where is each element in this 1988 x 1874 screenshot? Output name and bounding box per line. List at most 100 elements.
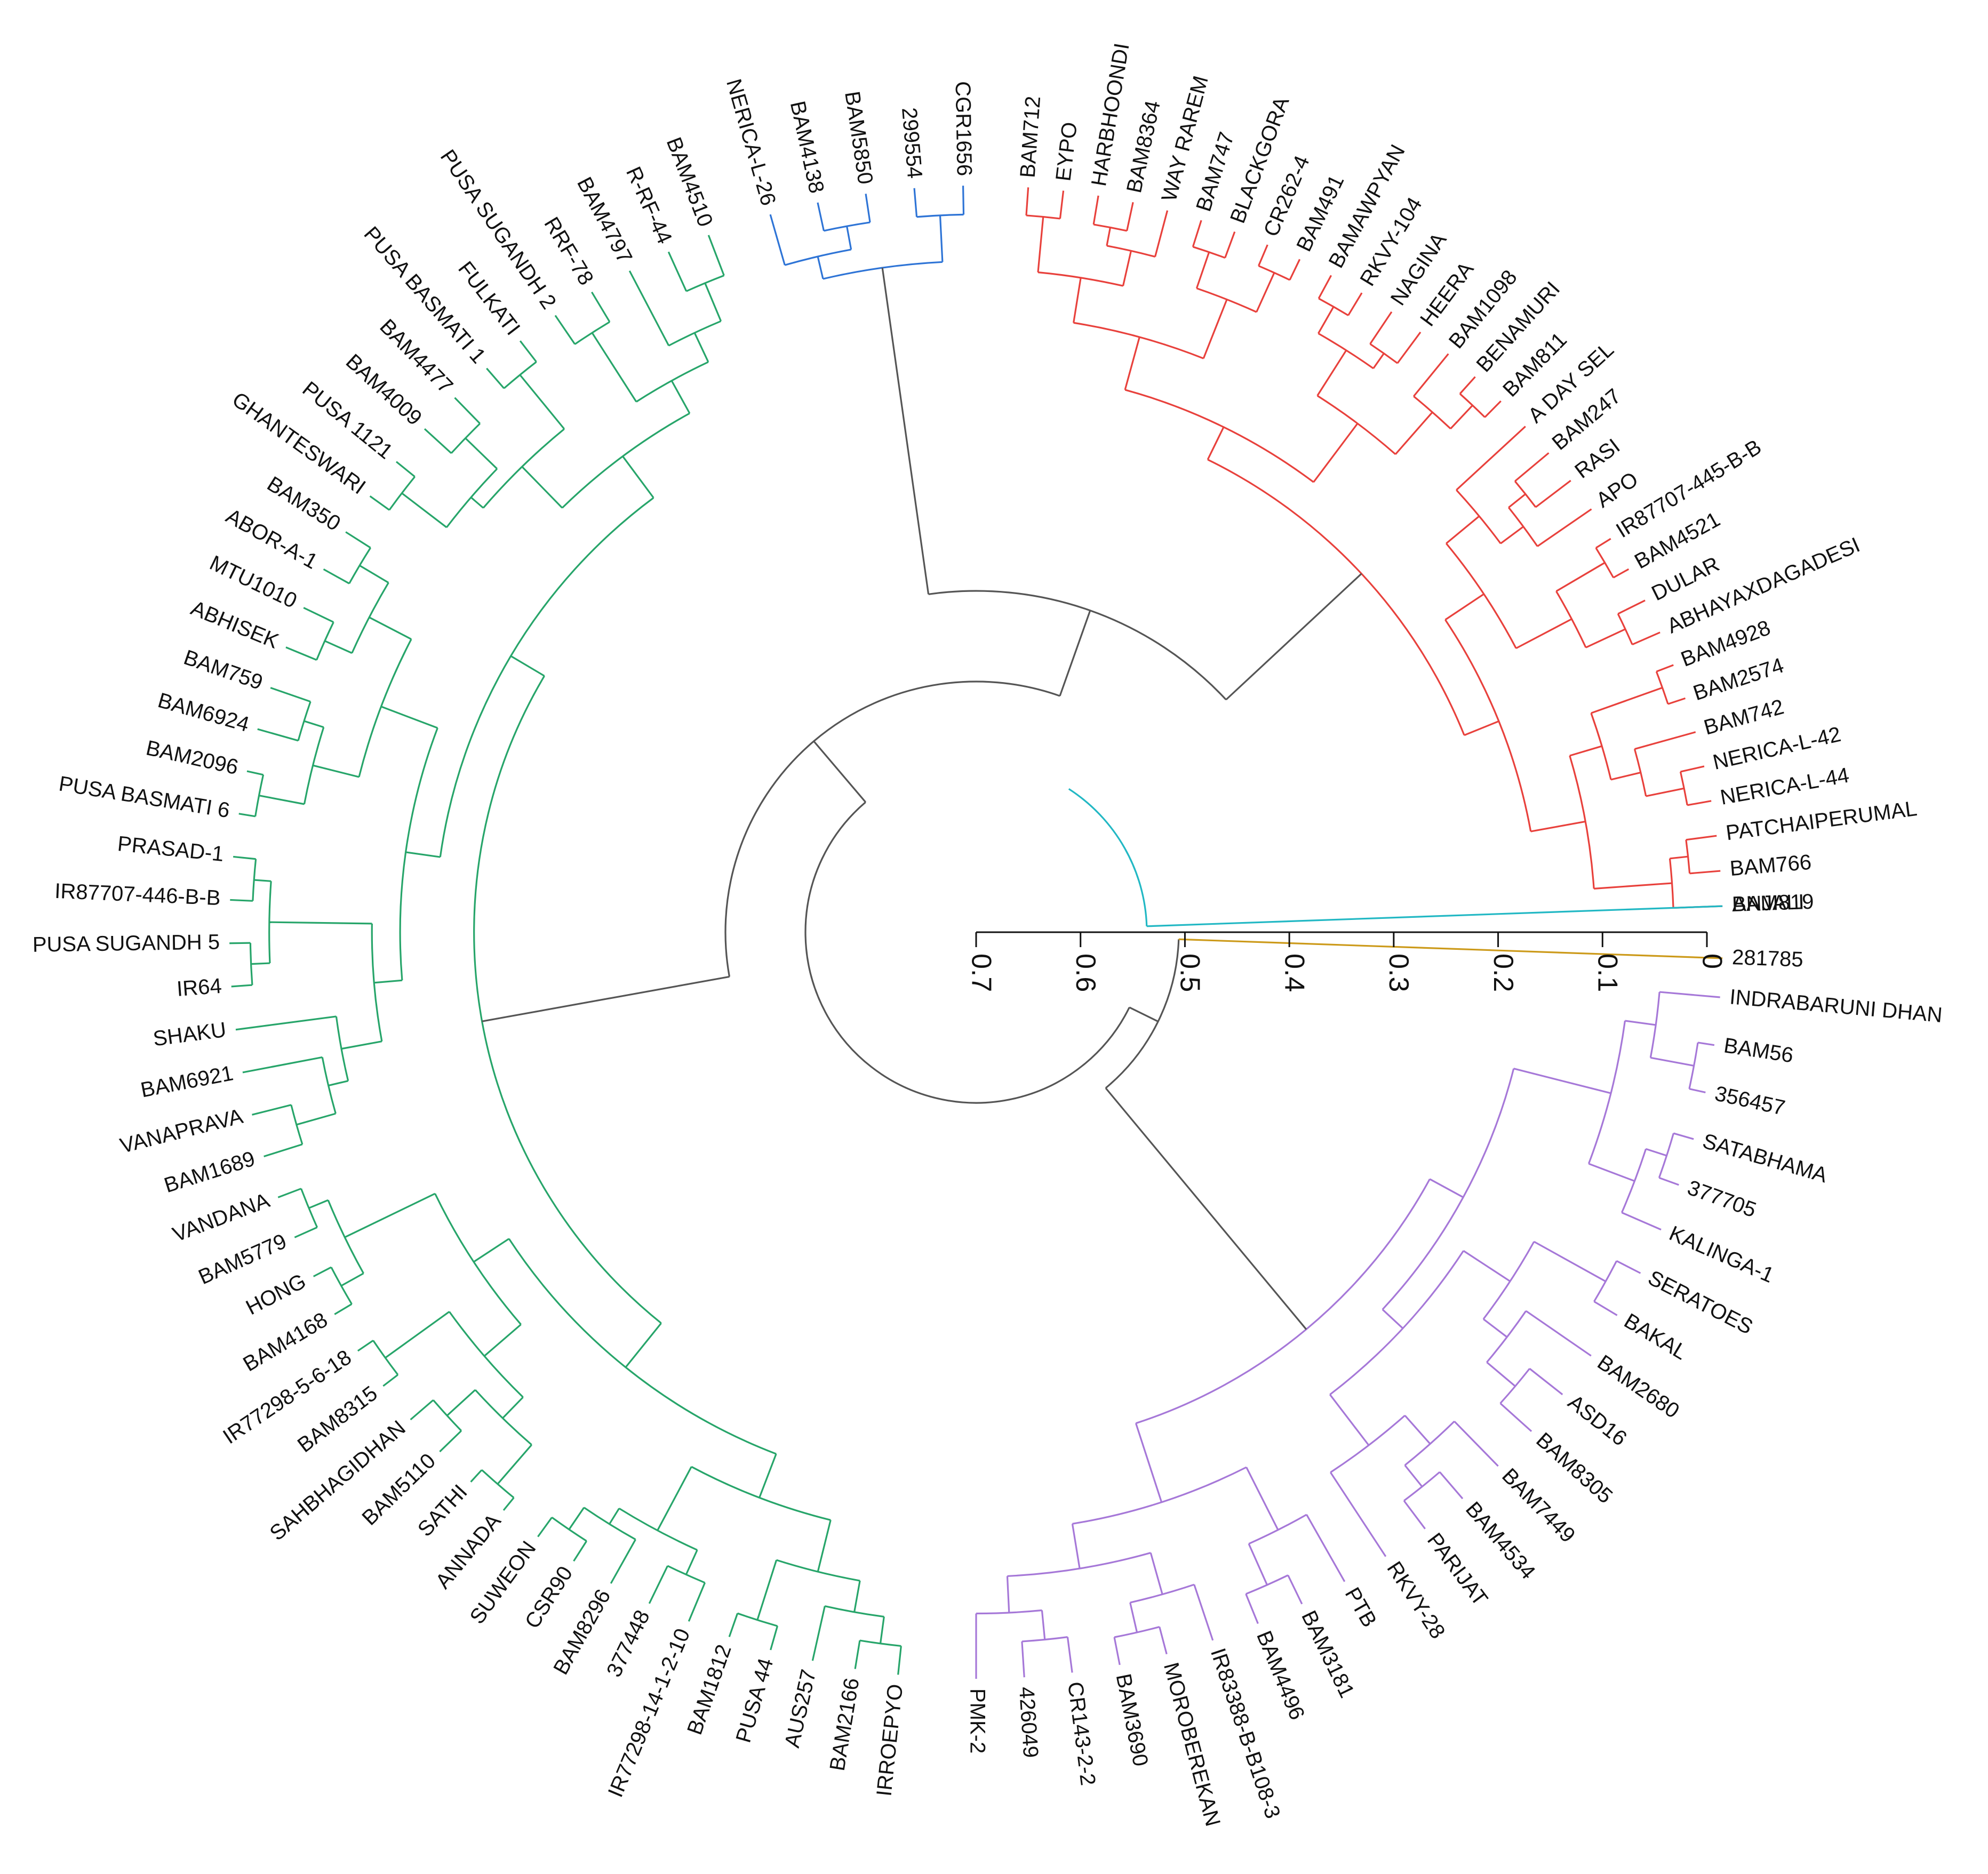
- branch-line: [1248, 1543, 1268, 1585]
- leaf-label-harbhoondi: HARBHOONDI: [1087, 42, 1134, 188]
- branch-line: [817, 202, 825, 231]
- leaf-label-apo: APO: [1592, 467, 1643, 512]
- leaf-label-bam3690: BAM3690: [1111, 1672, 1152, 1768]
- leaf-label-bam766: BAM766: [1729, 851, 1813, 880]
- branch-line: [254, 879, 272, 882]
- branch-line: [622, 455, 654, 499]
- branch-line: [1450, 405, 1473, 429]
- branch-line: [1535, 479, 1571, 508]
- branch-line: [285, 646, 317, 661]
- leaf-label-eypo: EYPO: [1051, 121, 1082, 182]
- branch-line: [294, 1226, 318, 1238]
- branch-arc: [784, 249, 851, 266]
- leaf-label-bam742: BAM742: [1702, 695, 1787, 740]
- branch-line: [1525, 1310, 1592, 1357]
- branch-arc: [1587, 1020, 1626, 1164]
- branch-line: [328, 1080, 348, 1087]
- branch-line: [537, 1517, 553, 1537]
- branch-line: [1316, 349, 1347, 396]
- backbone-arc: [1105, 939, 1180, 1089]
- branch-arc: [1403, 1471, 1441, 1502]
- branch-line: [1585, 628, 1626, 648]
- leaf-label-426049: 426049: [1015, 1686, 1043, 1758]
- branch-line: [1591, 687, 1663, 714]
- branch-line: [341, 1040, 382, 1050]
- branch-line: [554, 315, 576, 345]
- branch-arc: [618, 1508, 698, 1551]
- branch-line: [251, 962, 270, 965]
- branch-line: [693, 332, 709, 363]
- leaf-label-bam1689: BAM1689: [162, 1147, 258, 1198]
- branch-line: [962, 186, 965, 215]
- branch-line: [1456, 426, 1526, 491]
- branch-line: [502, 1396, 524, 1419]
- branch-line: [770, 1625, 779, 1651]
- branch-line: [1686, 835, 1717, 841]
- leaf-label-ghanteswari: GHANTESWARI: [228, 388, 370, 499]
- leaf-label-pmk-2: PMK-2: [965, 1688, 989, 1753]
- branch-line: [323, 568, 350, 584]
- leaf-label-rrf-78: RRF-78: [539, 213, 598, 290]
- branch-arc: [1196, 287, 1257, 313]
- branch-line: [1454, 1421, 1499, 1467]
- branch-line: [257, 728, 299, 742]
- branch-line: [609, 1508, 620, 1525]
- branch-line: [756, 1559, 778, 1621]
- branch-line: [230, 899, 253, 902]
- branch-arc: [1073, 322, 1204, 359]
- branch-arc: [348, 547, 371, 584]
- branch-line: [1646, 1148, 1667, 1157]
- branch-line: [568, 1507, 585, 1530]
- branch-line: [1555, 562, 1606, 592]
- branch-line: [1515, 618, 1572, 650]
- branch-arc: [297, 701, 312, 741]
- branch-line: [1403, 1500, 1426, 1529]
- branch-line: [1404, 1464, 1423, 1487]
- branch-arc: [1446, 543, 1517, 649]
- branch-line: [1124, 337, 1140, 390]
- branch-line: [1429, 1178, 1464, 1198]
- backbone-line: [813, 740, 866, 803]
- branch-line: [454, 397, 481, 425]
- leaf-label-bam5779: BAM5779: [195, 1229, 290, 1289]
- branch-line: [897, 1646, 902, 1675]
- branch-arc: [446, 468, 498, 528]
- branch-arc: [583, 1507, 636, 1541]
- branch-arc: [1072, 1466, 1247, 1525]
- branch-arc: [1569, 755, 1595, 889]
- leaf-label-bam4510: BAM4510: [662, 134, 717, 230]
- cyan-cluster-branches: [1068, 788, 1723, 927]
- branch-arc: [290, 1104, 304, 1145]
- branch-line: [238, 813, 256, 818]
- branch-line: [1195, 252, 1210, 289]
- leaf-label-vandana: VANDANA: [170, 1189, 273, 1247]
- branch-line: [1135, 1423, 1163, 1503]
- branch-line: [1650, 1056, 1694, 1067]
- branch-arc: [450, 423, 481, 454]
- branch-line: [1146, 905, 1723, 927]
- branch-line: [913, 188, 918, 217]
- purple-cluster-branches: [975, 991, 1720, 1679]
- branch-line: [1113, 1637, 1121, 1665]
- leaf-label-pusa-basmati-6: PUSA BASMATI 6: [57, 772, 231, 822]
- branch-line: [277, 1188, 302, 1198]
- leaf-label-bam3181: BAM3181: [1297, 1607, 1359, 1701]
- branch-line: [811, 1606, 826, 1661]
- branch-line: [591, 332, 637, 403]
- branch-line: [1439, 1471, 1464, 1500]
- branch-line: [1347, 292, 1363, 316]
- branch-line: [424, 428, 452, 454]
- branch-arc: [1246, 1574, 1289, 1595]
- branch-line: [1159, 1627, 1168, 1655]
- branch-line: [573, 1540, 587, 1562]
- leaf-label-bam6921: BAM6921: [139, 1061, 235, 1102]
- branch-arc: [1258, 265, 1290, 281]
- branch-line: [1617, 599, 1646, 615]
- branch-arc: [686, 275, 724, 292]
- branch-line: [1318, 275, 1332, 299]
- leaf-label-bam8364: BAM8364: [1122, 99, 1165, 195]
- branch-line: [473, 1238, 510, 1263]
- leaf-label-bam2166: BAM2166: [826, 1676, 864, 1772]
- scale-tick-label: 0.4: [1279, 954, 1310, 992]
- branch-line: [324, 640, 353, 654]
